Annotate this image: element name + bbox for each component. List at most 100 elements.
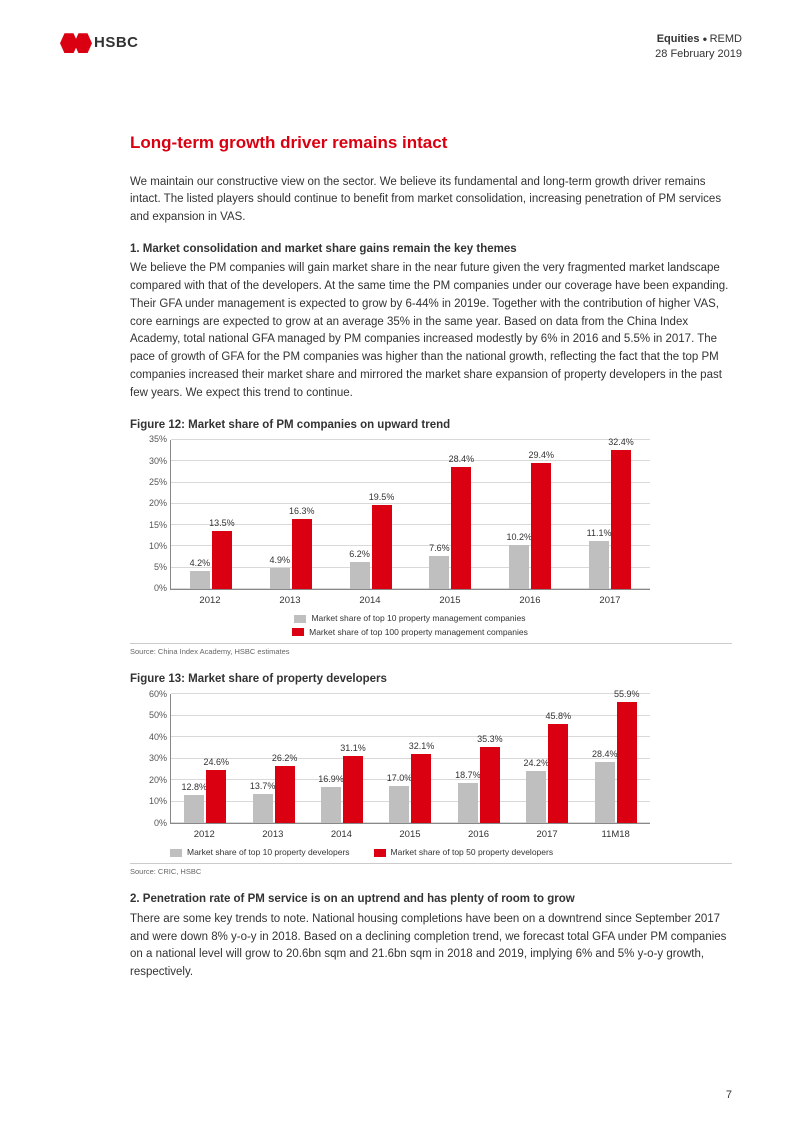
bar-group: 18.7%35.3% xyxy=(449,747,509,823)
sec1-body: We believe the PM companies will gain ma… xyxy=(130,260,732,403)
legend-item: Market share of top 10 property manageme… xyxy=(294,612,525,625)
header-sub: REMD xyxy=(710,33,742,45)
chart-plot-area: 0%5%10%15%20%25%30%35%4.2%13.5%4.9%16.3%… xyxy=(170,440,650,590)
bars-row: 4.2%13.5%4.9%16.3%6.2%19.5%7.6%28.4%10.2… xyxy=(171,440,650,589)
bar-group: 17.0%32.1% xyxy=(380,754,440,824)
bar: 32.1% xyxy=(411,754,431,824)
x-axis-label: 2013 xyxy=(243,828,303,842)
y-axis-label: 50% xyxy=(133,709,167,723)
bar-value-label: 18.7% xyxy=(455,769,481,783)
bar: 16.9% xyxy=(321,787,341,824)
header-category: Equities xyxy=(657,33,700,45)
bar-group: 7.6%28.4% xyxy=(420,467,480,589)
section-title: Long-term growth driver remains intact xyxy=(130,130,732,156)
chart-legend: Market share of top 10 property develope… xyxy=(170,846,650,859)
bar: 16.3% xyxy=(292,519,312,589)
y-axis-label: 0% xyxy=(133,582,167,596)
y-axis-label: 0% xyxy=(133,816,167,830)
y-axis-label: 5% xyxy=(133,561,167,575)
brand-name: HSBC xyxy=(94,32,139,55)
x-axis-label: 2013 xyxy=(260,594,320,608)
bullet-icon: ● xyxy=(703,35,710,44)
sec2-body: There are some key trends to note. Natio… xyxy=(130,911,732,982)
bar: 4.2% xyxy=(190,571,210,589)
bar: 13.7% xyxy=(253,794,273,824)
chart-plot-area: 0%10%20%30%40%50%60%12.8%24.6%13.7%26.2%… xyxy=(170,694,650,824)
bar-value-label: 13.7% xyxy=(250,780,276,794)
x-axis-labels: 201220132014201520162017 xyxy=(170,594,650,608)
y-axis-label: 60% xyxy=(133,687,167,701)
bar: 24.2% xyxy=(526,771,546,823)
legend-item: Market share of top 10 property develope… xyxy=(170,846,350,859)
bar-value-label: 32.1% xyxy=(409,740,435,754)
brand-logo: HSBC xyxy=(60,32,139,55)
fig12-chart: 0%5%10%15%20%25%30%35%4.2%13.5%4.9%16.3%… xyxy=(130,440,650,639)
bar: 4.9% xyxy=(270,568,290,589)
y-axis-label: 30% xyxy=(133,752,167,766)
bars-row: 12.8%24.6%13.7%26.2%16.9%31.1%17.0%32.1%… xyxy=(171,694,650,823)
x-axis-label: 2016 xyxy=(449,828,509,842)
legend-swatch-icon xyxy=(294,615,306,623)
fig13-title: Figure 13: Market share of property deve… xyxy=(130,671,732,688)
bar-value-label: 19.5% xyxy=(369,491,395,505)
bar-group: 12.8%24.6% xyxy=(175,770,235,823)
y-axis-label: 35% xyxy=(133,433,167,447)
legend-label: Market share of top 50 property develope… xyxy=(391,846,554,859)
bar: 28.4% xyxy=(595,762,615,824)
bar-value-label: 35.3% xyxy=(477,733,503,747)
bar-value-label: 11.1% xyxy=(587,527,612,541)
bar-value-label: 31.1% xyxy=(340,742,366,756)
bar-value-label: 16.9% xyxy=(318,773,344,787)
header-date: 28 February 2019 xyxy=(655,47,742,62)
bar-value-label: 28.4% xyxy=(449,453,475,467)
bar-value-label: 10.2% xyxy=(506,531,532,545)
legend-swatch-icon xyxy=(374,849,386,857)
bar-value-label: 32.4% xyxy=(608,436,634,450)
bar-value-label: 24.2% xyxy=(524,757,550,771)
bar-value-label: 4.2% xyxy=(190,557,211,571)
logo-hexagons-icon xyxy=(60,33,88,53)
bar-value-label: 28.4% xyxy=(592,748,618,762)
bar: 10.2% xyxy=(509,545,529,589)
y-axis-label: 40% xyxy=(133,730,167,744)
page-header: HSBC Equities ● REMD 28 February 2019 xyxy=(60,32,742,63)
y-axis-label: 10% xyxy=(133,795,167,809)
bar-group: 13.7%26.2% xyxy=(244,766,304,823)
legend-label: Market share of top 100 property managem… xyxy=(309,626,528,639)
bar-value-label: 45.8% xyxy=(546,710,572,724)
fig12-source: Source: China Index Academy, HSBC estima… xyxy=(130,643,732,657)
bar-value-label: 13.5% xyxy=(209,517,235,531)
bar: 11.1% xyxy=(589,541,609,589)
x-axis-label: 2016 xyxy=(500,594,560,608)
bar-group: 4.2%13.5% xyxy=(181,531,241,589)
bar: 18.7% xyxy=(458,783,478,824)
fig13-source: Source: CRIC, HSBC xyxy=(130,863,732,877)
bar-value-label: 24.6% xyxy=(203,756,229,770)
chart-legend: Market share of top 10 property manageme… xyxy=(170,612,650,639)
bar: 6.2% xyxy=(350,562,370,589)
y-axis-label: 20% xyxy=(133,773,167,787)
bar-group: 11.1%32.4% xyxy=(580,450,640,589)
bar-value-label: 26.2% xyxy=(272,752,298,766)
legend-swatch-icon xyxy=(292,628,304,636)
bar: 29.4% xyxy=(531,463,551,589)
intro-paragraph: We maintain our constructive view on the… xyxy=(130,174,732,227)
page-number: 7 xyxy=(726,1087,732,1104)
bar-value-label: 17.0% xyxy=(387,772,413,786)
y-axis-label: 15% xyxy=(133,518,167,532)
y-axis-label: 25% xyxy=(133,476,167,490)
bar: 26.2% xyxy=(275,766,295,823)
header-meta: Equities ● REMD 28 February 2019 xyxy=(655,32,742,63)
x-axis-label: 2012 xyxy=(180,594,240,608)
bar-value-label: 12.8% xyxy=(181,781,207,795)
bar: 28.4% xyxy=(451,467,471,589)
bar-value-label: 7.6% xyxy=(429,542,450,556)
legend-item: Market share of top 100 property managem… xyxy=(292,626,528,639)
legend-swatch-icon xyxy=(170,849,182,857)
bar-value-label: 16.3% xyxy=(289,505,315,519)
sec2-heading: 2. Penetration rate of PM service is on … xyxy=(130,891,732,908)
sec1-heading: 1. Market consolidation and market share… xyxy=(130,241,732,258)
legend-label: Market share of top 10 property manageme… xyxy=(311,612,525,625)
bar: 19.5% xyxy=(372,505,392,589)
bar: 31.1% xyxy=(343,756,363,823)
